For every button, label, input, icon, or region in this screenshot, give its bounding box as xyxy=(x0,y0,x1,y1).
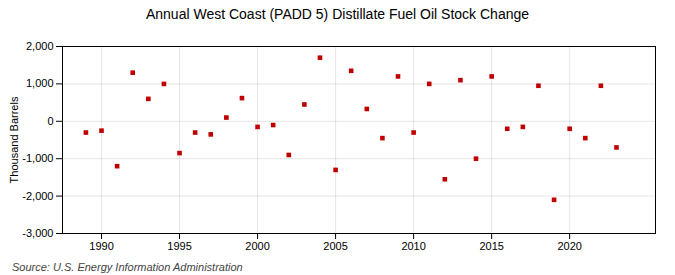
svg-text:-3,000: -3,000 xyxy=(22,227,53,239)
svg-text:2,000: 2,000 xyxy=(26,40,54,52)
svg-text:2010: 2010 xyxy=(401,240,425,252)
svg-text:1990: 1990 xyxy=(89,240,113,252)
svg-text:0: 0 xyxy=(47,115,53,127)
svg-text:2005: 2005 xyxy=(323,240,347,252)
html-text:Annual West Coast (PADD 5) Dis: Annual West Coast (PADD 5) Distillate Fu… xyxy=(146,6,529,22)
svg-text:-1,000: -1,000 xyxy=(22,152,53,164)
svg-text:Thousand Barrels: Thousand Barrels xyxy=(8,96,20,183)
html-text:Source: U.S. Energy Informatio: Source: U.S. Energy Information Administ… xyxy=(12,261,243,273)
svg-text:2020: 2020 xyxy=(557,240,581,252)
svg-text:1995: 1995 xyxy=(167,240,191,252)
svg-text:2000: 2000 xyxy=(245,240,269,252)
svg-text:2015: 2015 xyxy=(479,240,503,252)
svg-text:-2,000: -2,000 xyxy=(22,190,53,202)
svg-text:1,000: 1,000 xyxy=(26,77,54,89)
